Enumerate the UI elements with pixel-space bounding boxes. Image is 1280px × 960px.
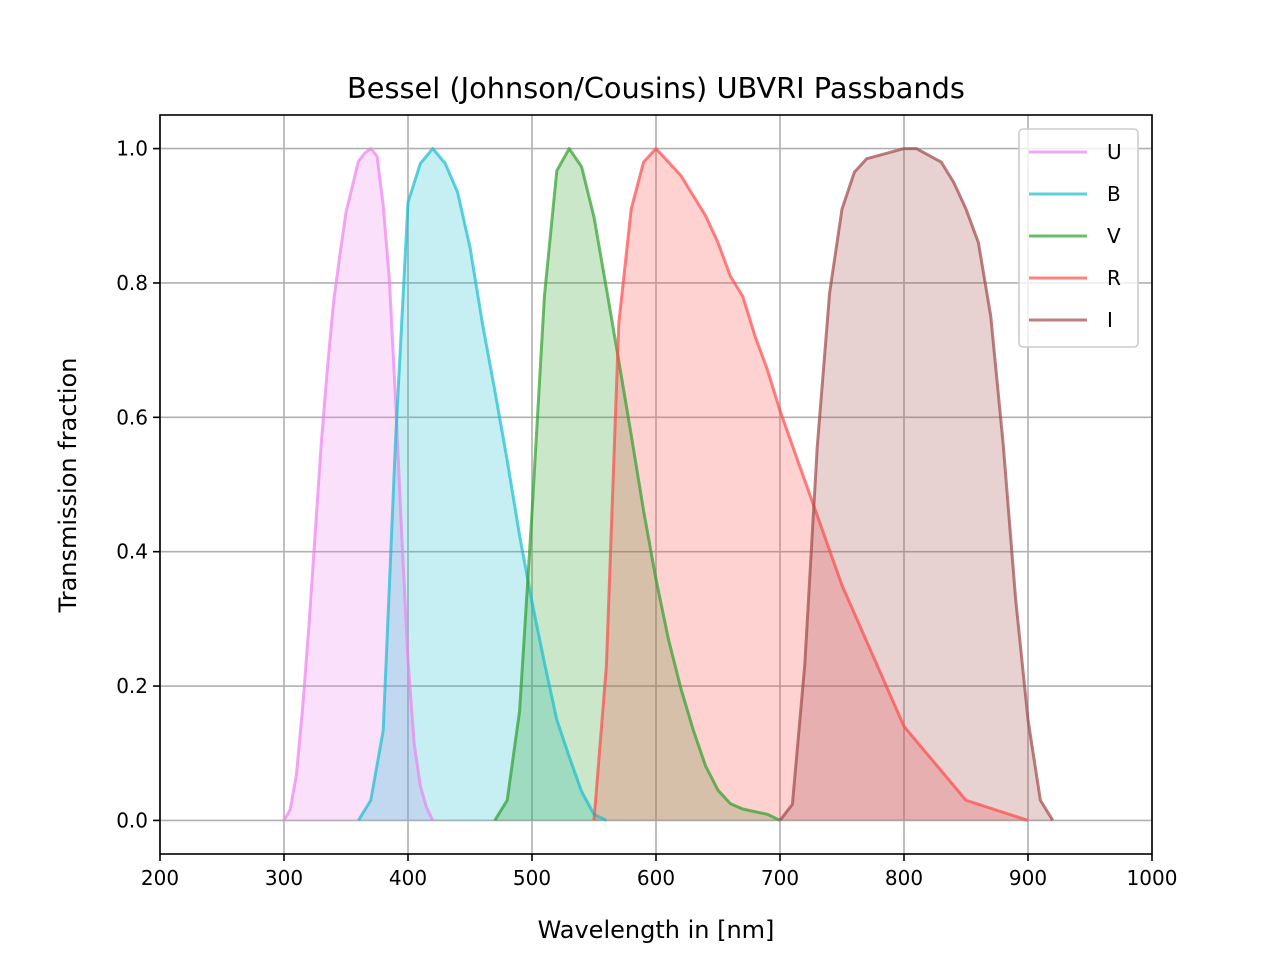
legend-label-u: U xyxy=(1107,140,1122,164)
x-tick-label: 400 xyxy=(389,866,427,890)
y-axis-label: Transmission fraction xyxy=(54,358,82,614)
y-tick-label: 1.0 xyxy=(116,137,148,161)
y-tick-label: 0.6 xyxy=(116,405,148,429)
series-u-line xyxy=(282,147,435,822)
legend-label-i: I xyxy=(1107,308,1113,332)
legend-label-b: B xyxy=(1107,182,1121,206)
series-i-line xyxy=(778,147,1055,822)
chart-title: Bessel (Johnson/Cousins) UBVRI Passbands xyxy=(347,71,965,105)
series-r-fill xyxy=(594,148,1028,821)
axes: 200 300 400 500 600 700 800 900 1000 0.0 0.2 0.4 0.6… xyxy=(116,114,1178,890)
series-u-fill xyxy=(284,148,433,821)
series-i-fill xyxy=(780,148,1053,821)
x-tick-label: 800 xyxy=(885,866,923,890)
x-tick-label: 900 xyxy=(1009,866,1047,890)
series-v-fill xyxy=(494,148,780,821)
legend-label-r: R xyxy=(1107,266,1121,290)
series-v-line xyxy=(493,147,781,822)
legend-label-v: V xyxy=(1107,224,1121,248)
x-tick-label: 200 xyxy=(141,866,179,890)
series-b-fill xyxy=(358,148,607,821)
plot-series xyxy=(282,147,1055,822)
x-tick-label: 700 xyxy=(761,866,799,890)
series-r-line xyxy=(592,147,1029,822)
x-axis-label: Wavelength in [nm] xyxy=(538,916,775,944)
legend: UBVRI xyxy=(1018,128,1139,348)
series-b-line xyxy=(357,147,608,822)
y-tick-label: 0.4 xyxy=(116,540,148,564)
x-tick-label: 500 xyxy=(513,866,551,890)
x-tick-label: 300 xyxy=(265,866,303,890)
legend-box xyxy=(1018,128,1139,348)
x-tick-label: 1000 xyxy=(1127,866,1178,890)
y-tick-label: 0.8 xyxy=(116,271,148,295)
x-tick-label: 600 xyxy=(637,866,675,890)
y-tick-label: 0.0 xyxy=(116,808,148,832)
y-tick-label: 0.2 xyxy=(116,674,148,698)
